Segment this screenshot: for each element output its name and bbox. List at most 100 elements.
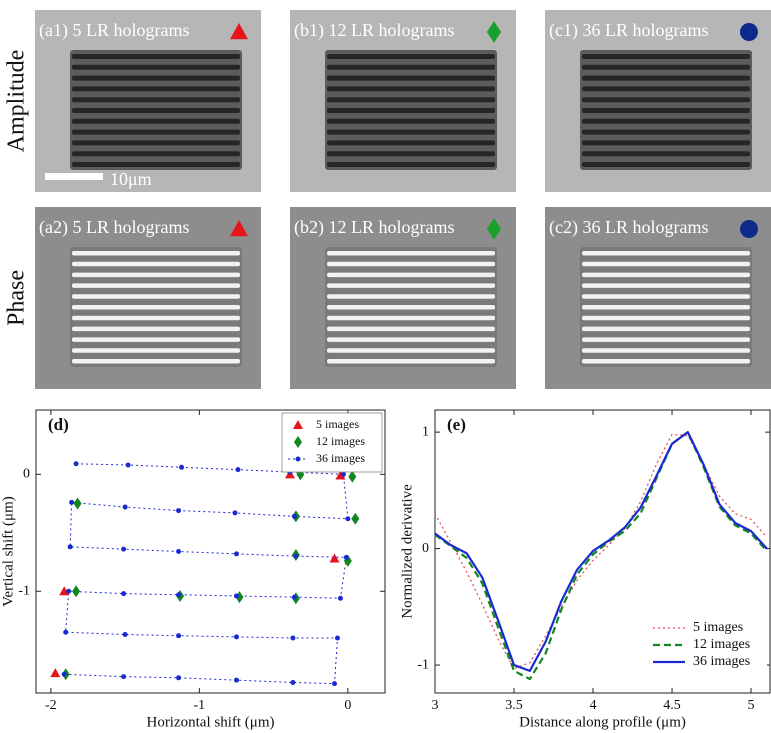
- legend-label: 12 images: [693, 637, 750, 652]
- bright-stripe: [582, 272, 750, 278]
- bright-stripe: [327, 337, 495, 342]
- x-tick-label: -1: [194, 698, 206, 713]
- row-label: Amplitude: [4, 50, 30, 153]
- diamond-marker: [72, 585, 81, 598]
- dark-stripe: [327, 162, 495, 167]
- circle-marker: [122, 504, 128, 510]
- dark-stripe: [582, 162, 750, 167]
- circle-marker: [233, 634, 239, 640]
- panel-label: (a2) 5 LR holograms: [39, 217, 189, 238]
- bright-stripe: [582, 359, 750, 364]
- dark-stripe: [72, 75, 240, 81]
- bright-stripe: [582, 283, 750, 288]
- bright-stripe: [72, 337, 240, 342]
- dark-stripe: [72, 151, 240, 157]
- triangle-marker: [329, 553, 340, 563]
- legend-label: 12 images: [316, 434, 365, 448]
- dark-stripe: [327, 108, 495, 113]
- dark-stripe: [327, 86, 495, 92]
- triangle-marker: [230, 23, 248, 40]
- x-tick-label: -2: [45, 698, 57, 713]
- y-axis-label: Normalized derivative: [399, 484, 415, 619]
- dark-stripe: [72, 64, 240, 70]
- bright-stripe: [327, 315, 495, 321]
- scale-bar-label: 10μm: [110, 169, 152, 189]
- circle-marker: [176, 508, 182, 514]
- dark-stripe: [582, 86, 750, 92]
- circle-marker: [740, 220, 758, 238]
- legend-label: 5 images: [316, 417, 359, 431]
- plot-frame: [434, 409, 771, 694]
- circle-marker: [291, 594, 297, 600]
- circle-marker: [233, 593, 239, 599]
- circle-marker: [290, 679, 296, 685]
- circle-marker: [337, 595, 343, 601]
- dark-stripe: [582, 64, 750, 70]
- panel-label: (c1) 36 LR holograms: [549, 20, 708, 41]
- dark-stripe: [327, 75, 495, 81]
- diamond-marker: [294, 436, 302, 448]
- chart-label: (e): [447, 415, 466, 434]
- scale-bar: [45, 173, 103, 180]
- bright-stripe: [582, 251, 750, 256]
- circle-marker: [122, 632, 128, 638]
- dark-stripe: [582, 75, 750, 81]
- bright-stripe: [582, 326, 750, 332]
- bright-stripe: [582, 315, 750, 321]
- series-line: [434, 431, 768, 672]
- legend-label: 5 images: [693, 620, 743, 635]
- circle-marker: [232, 510, 238, 516]
- bright-stripe: [327, 251, 495, 256]
- y-axis-label: Vertical shift (μm): [0, 496, 16, 607]
- bright-stripe: [327, 272, 495, 278]
- bright-stripe: [327, 294, 495, 299]
- diamond-marker: [348, 470, 357, 483]
- y-tick-label: 0: [422, 541, 429, 556]
- bright-stripe: [72, 348, 240, 353]
- circle-marker: [233, 677, 239, 683]
- y-tick-label: 0: [23, 467, 30, 482]
- circle-marker: [61, 671, 67, 677]
- circle-marker: [345, 516, 351, 522]
- dark-stripe: [582, 118, 750, 124]
- dark-stripe: [72, 86, 240, 92]
- bright-stripe: [72, 283, 240, 288]
- series-line: [434, 433, 768, 670]
- diamond-marker: [73, 497, 82, 510]
- triangle-marker: [335, 470, 346, 480]
- circle-marker: [740, 23, 758, 41]
- panel-label: (c2) 36 LR holograms: [549, 217, 708, 238]
- circle-marker: [66, 588, 72, 594]
- series-line: [64, 463, 349, 685]
- dark-stripe: [327, 118, 495, 124]
- row-label: Phase: [4, 270, 30, 326]
- dark-stripe: [327, 151, 495, 157]
- circle-marker: [291, 513, 297, 519]
- diamond-marker: [351, 512, 360, 525]
- circle-marker: [176, 549, 182, 554]
- legend-label: 36 images: [316, 451, 365, 465]
- dark-stripe: [582, 140, 750, 146]
- circle-marker: [293, 553, 299, 559]
- bright-stripe: [582, 261, 750, 267]
- bright-stripe: [327, 359, 495, 364]
- circle-marker: [73, 461, 79, 467]
- dark-stripe: [327, 129, 495, 135]
- x-tick-label: 4.5: [663, 698, 681, 713]
- circle-marker: [121, 591, 127, 597]
- plot-frame: [35, 409, 386, 694]
- circle-marker: [69, 499, 75, 505]
- panel-label: (b1) 12 LR holograms: [294, 20, 454, 41]
- circle-marker: [176, 592, 182, 598]
- dark-stripe: [72, 162, 240, 167]
- circle-marker: [343, 554, 349, 560]
- bright-stripe: [72, 305, 240, 310]
- circle-marker: [63, 629, 69, 635]
- dark-stripe: [327, 140, 495, 146]
- dark-stripe: [327, 64, 495, 70]
- circle-marker: [340, 471, 346, 477]
- x-tick-label: 3: [432, 698, 439, 713]
- bright-stripe: [72, 326, 240, 332]
- dark-stripe: [327, 97, 495, 103]
